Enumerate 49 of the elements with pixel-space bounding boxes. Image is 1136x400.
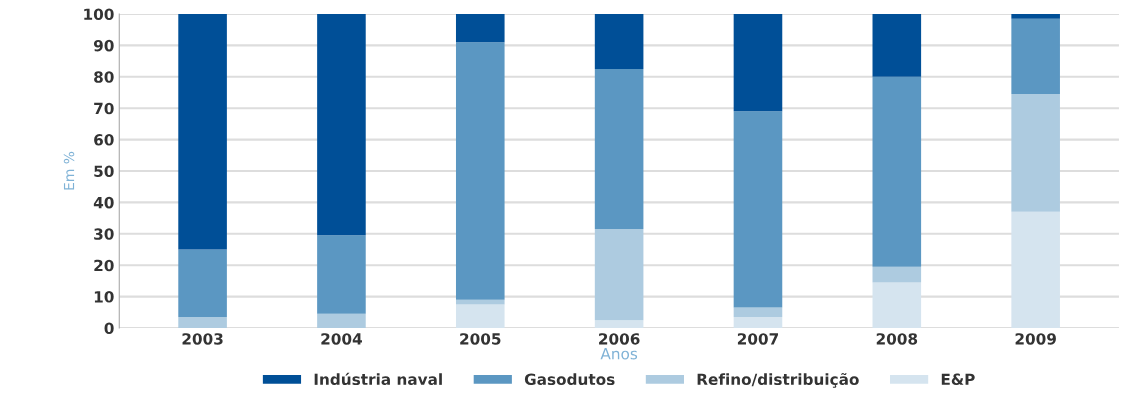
bar xyxy=(733,111,783,308)
legend-label: E&P xyxy=(941,373,975,386)
y-tick-label: 90 xyxy=(93,39,114,52)
y-tick-label: 70 xyxy=(94,102,114,115)
bar xyxy=(872,266,922,283)
x-tick-label: 2005 xyxy=(460,333,501,345)
bar xyxy=(594,229,644,321)
y-tick-label: 50 xyxy=(94,165,114,178)
legend-label: Refino/distribuição xyxy=(697,372,859,388)
bar xyxy=(872,14,922,77)
bar xyxy=(178,317,227,328)
bar xyxy=(317,313,366,328)
y-tick-label: 40 xyxy=(93,196,114,209)
x-tick-label: 2004 xyxy=(321,333,362,345)
bar xyxy=(594,320,644,328)
bar xyxy=(455,14,505,43)
x-tick-label: 2003 xyxy=(182,333,223,345)
y-tick-label: 30 xyxy=(94,228,114,240)
bar xyxy=(594,68,644,230)
bar xyxy=(178,14,227,250)
bar xyxy=(733,317,783,328)
y-tick-label: 100 xyxy=(84,8,114,21)
bar xyxy=(1011,211,1060,328)
bar xyxy=(872,76,922,267)
y-tick-label: 60 xyxy=(94,134,114,146)
bar xyxy=(594,14,644,69)
bar xyxy=(455,304,505,328)
bar xyxy=(317,14,366,236)
x-tick-label: 2009 xyxy=(1015,333,1056,345)
bar xyxy=(1011,14,1060,19)
y-tick-label: 0 xyxy=(104,322,114,335)
x-tick-label: 2007 xyxy=(737,333,779,345)
y-tick-label: 80 xyxy=(94,71,114,83)
y-tick-label: 20 xyxy=(94,259,114,272)
x-axis-title: Anos xyxy=(600,348,638,360)
bar xyxy=(872,282,922,328)
y-tick-label: 10 xyxy=(94,291,114,303)
x-tick-label: 2006 xyxy=(599,333,640,345)
bar xyxy=(733,307,783,318)
y-axis-title: Em % xyxy=(63,151,75,190)
x-tick-label: 2008 xyxy=(876,333,918,345)
bar xyxy=(317,235,366,314)
bar xyxy=(1011,94,1060,212)
bar xyxy=(455,42,505,300)
bar xyxy=(733,14,783,112)
bar xyxy=(1011,18,1060,95)
legend-label: Indústria naval xyxy=(314,372,442,386)
bar xyxy=(178,249,227,318)
legend-label: Gasodutos xyxy=(524,373,615,386)
